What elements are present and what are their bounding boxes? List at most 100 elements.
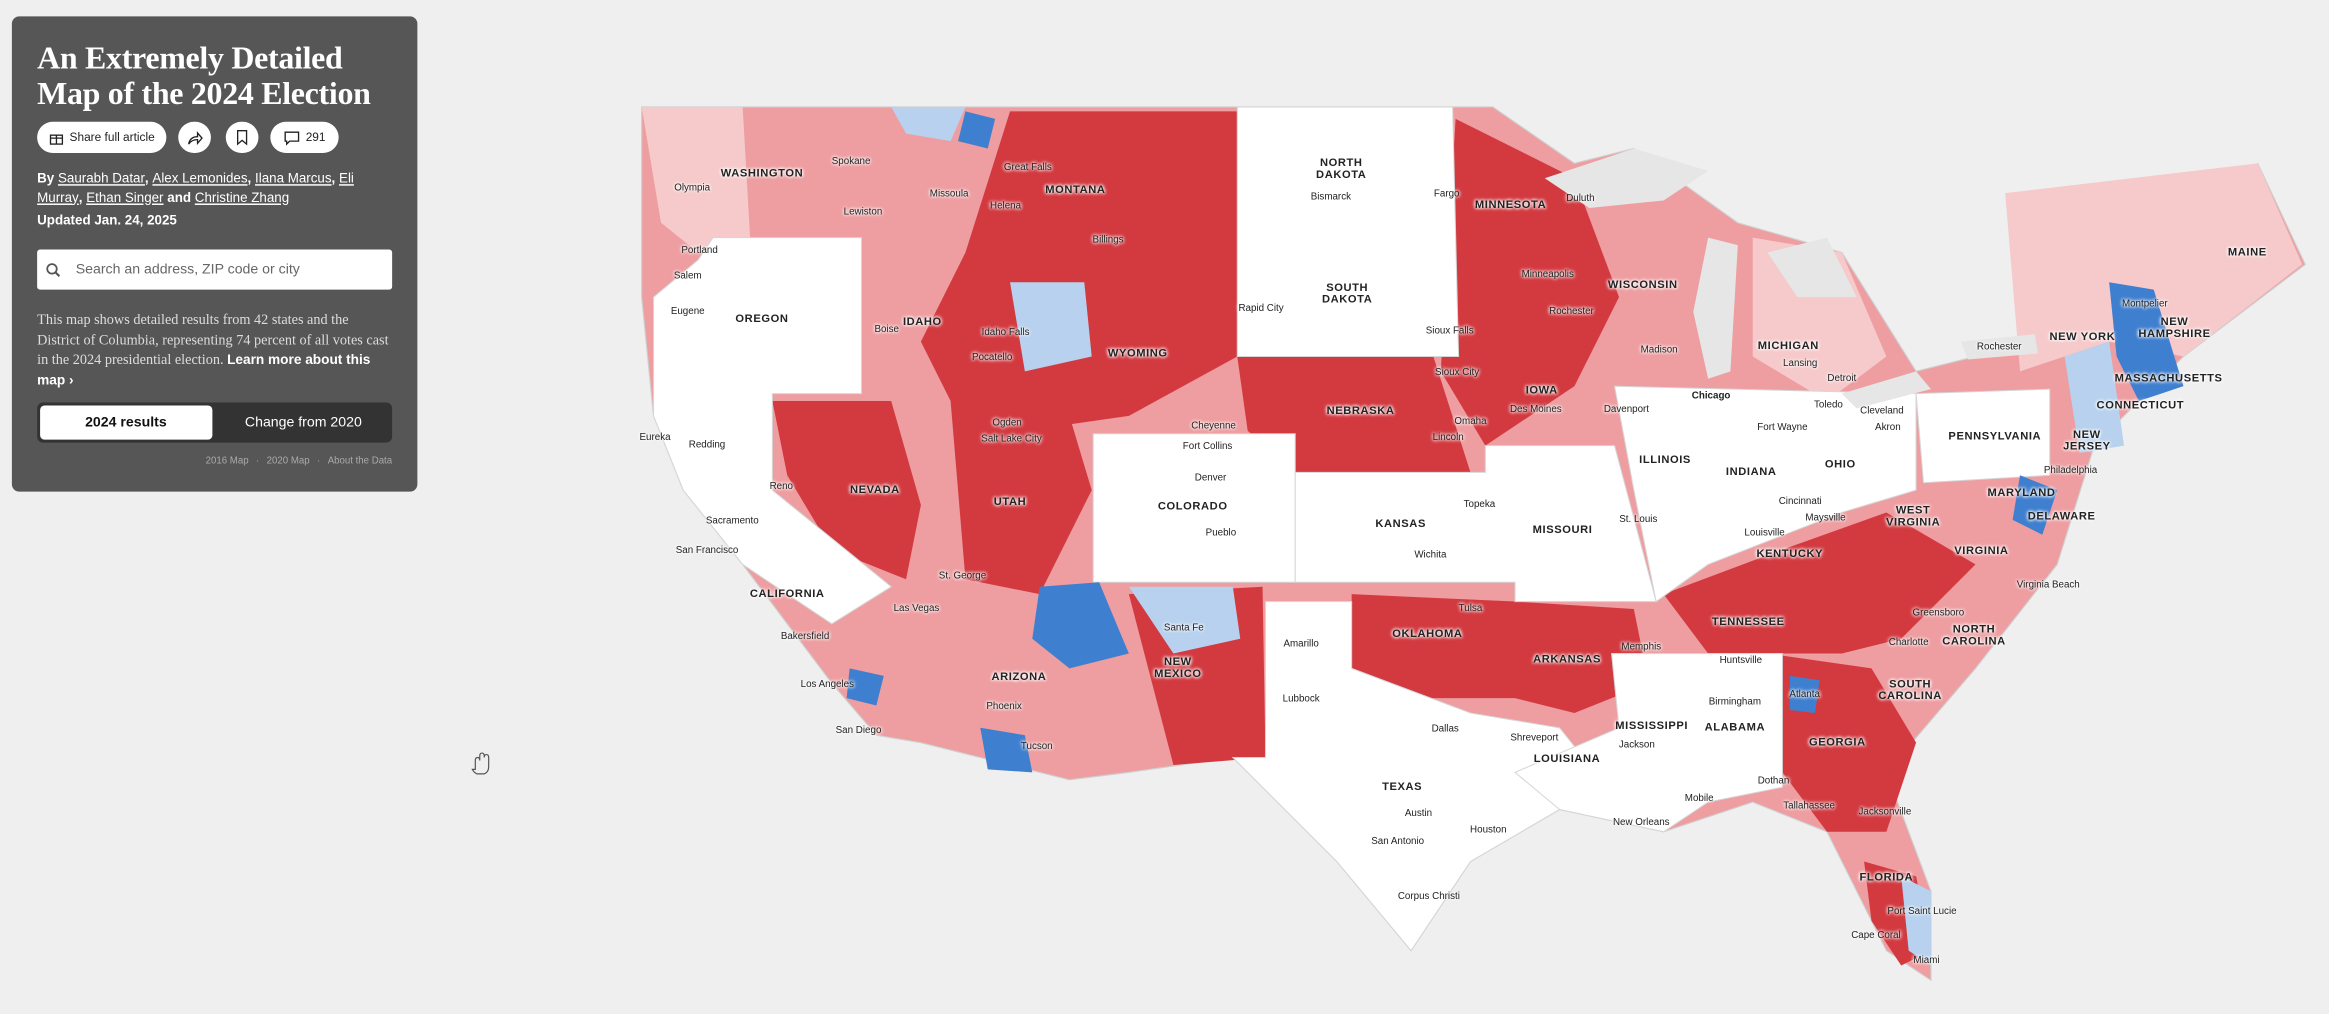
- footer-link[interactable]: About the Data: [327, 455, 393, 467]
- bookmark-button[interactable]: [225, 121, 259, 153]
- gift-icon: [49, 133, 63, 145]
- state-label: KENTUCKY: [1756, 546, 1824, 560]
- city-label: Chicago: [1691, 391, 1731, 402]
- city-label: Jackson: [1618, 740, 1655, 751]
- city-label: San Antonio: [1371, 836, 1425, 848]
- city-label: Duluth: [1566, 193, 1595, 205]
- city-label: Salem: [673, 270, 702, 282]
- state-label: GEORGIA: [1808, 735, 1866, 749]
- city-label: Fort Collins: [1182, 441, 1233, 453]
- city-label: Akron: [1875, 422, 1901, 433]
- share-icon: [187, 130, 203, 145]
- share-button[interactable]: [178, 121, 211, 153]
- comments-button[interactable]: 291: [270, 121, 339, 153]
- footer-separator: ·: [256, 455, 260, 467]
- city-label: Cape Coral: [1851, 930, 1901, 941]
- city-label: Las Vegas: [893, 603, 940, 614]
- city-label: Santa Fe: [1163, 622, 1204, 634]
- byline-prefix: By: [37, 170, 55, 186]
- city-label: San Diego: [835, 725, 882, 736]
- city-label: Greensboro: [1912, 608, 1965, 619]
- author-link[interactable]: Alex Lemonides: [152, 170, 248, 186]
- article-panel: An Extremely Detailed Map of the 2024 El…: [11, 16, 418, 492]
- state-label: MISSOURI: [1532, 522, 1593, 537]
- city-label: New Orleans: [1612, 817, 1670, 828]
- city-label: Cleveland: [1860, 406, 1904, 417]
- city-label: Portland: [681, 245, 718, 257]
- footer-links: 2016 Map · 2020 Map · About the Data: [206, 456, 393, 466]
- share-label: Share full article: [69, 130, 155, 145]
- state-label: NEW JERSEY: [2063, 427, 2111, 454]
- byline-separator: ,: [78, 189, 83, 205]
- state-label: LOUISIANA: [1533, 751, 1601, 765]
- city-label: St. George: [938, 570, 987, 582]
- city-label: Reno: [769, 481, 793, 493]
- author-link[interactable]: Ethan Singer: [86, 189, 164, 205]
- share-article-button[interactable]: Share full article: [37, 121, 167, 153]
- author-link[interactable]: Christine Zhang: [194, 189, 290, 205]
- byline-separator: ,: [247, 170, 252, 186]
- description: This map shows detailed results from 42 …: [37, 310, 393, 390]
- city-label: Louisville: [1744, 527, 1785, 539]
- state-label: MICHIGAN: [1757, 338, 1819, 352]
- city-label: Denver: [1194, 472, 1227, 484]
- state-label: PENNSYLVANIA: [1948, 429, 2042, 443]
- state-label: OKLAHOMA: [1392, 626, 1463, 640]
- city-label: Boise: [874, 324, 899, 335]
- city-label: Austin: [1404, 808, 1433, 819]
- learn-more-link[interactable]: Learn more about this map ›: [37, 352, 371, 387]
- city-label: Lansing: [1783, 358, 1818, 369]
- city-label: Sioux Falls: [1425, 325, 1474, 337]
- result-tabs: 2024 results Change from 2020: [37, 402, 393, 443]
- city-label: Houston: [1470, 824, 1507, 836]
- city-label: Sacramento: [705, 515, 759, 527]
- city-label: Eureka: [639, 432, 671, 444]
- footer-link[interactable]: 2020 Map: [266, 455, 310, 467]
- city-label: Memphis: [1621, 642, 1662, 653]
- city-label: Madison: [1640, 345, 1678, 356]
- city-label: Topeka: [1463, 499, 1496, 511]
- author-link[interactable]: Saurabh Datar: [57, 170, 145, 186]
- city-label: Corpus Christi: [1397, 891, 1460, 903]
- author-link[interactable]: Eli Murray: [37, 170, 354, 205]
- state-label: MAINE: [2227, 244, 2267, 259]
- byline-separator: ,: [144, 170, 149, 186]
- search-icon: [46, 262, 61, 277]
- state-label: NORTH CAROLINA: [1942, 621, 2006, 648]
- city-label: Mobile: [1684, 793, 1714, 805]
- state-label: COLORADO: [1157, 498, 1228, 513]
- search-placeholder: Search an address, ZIP code or city: [75, 261, 300, 278]
- state-label: NEBRASKA: [1326, 403, 1395, 418]
- search-box[interactable]: Search an address, ZIP code or city: [37, 249, 393, 290]
- state-label: SOUTH CAROLINA: [1878, 676, 1942, 703]
- tab-2024-results[interactable]: 2024 results: [40, 405, 212, 440]
- city-label: Philadelphia: [2043, 465, 2098, 476]
- city-label: Salt Lake City: [981, 434, 1042, 445]
- city-label: Jacksonville: [1858, 807, 1912, 818]
- city-label: Rochester: [1976, 342, 2022, 353]
- city-label: Miami: [1913, 955, 1940, 967]
- city-label: Bakersfield: [780, 631, 830, 643]
- state-label: ARKANSAS: [1533, 651, 1601, 666]
- state-label: NEVADA: [849, 482, 900, 496]
- city-label: Lubbock: [1282, 694, 1320, 705]
- state-label: OHIO: [1824, 457, 1856, 471]
- footer-link[interactable]: 2016 Map: [205, 455, 249, 467]
- tab-change-from-2020[interactable]: Change from 2020: [244, 414, 362, 431]
- comment-icon: [284, 130, 299, 145]
- city-label: Detroit: [1827, 373, 1857, 384]
- city-label: Sioux City: [1435, 367, 1480, 378]
- city-label: Los Angeles: [800, 679, 855, 690]
- state-label: FLORIDA: [1859, 870, 1914, 884]
- state-label: ALABAMA: [1704, 720, 1766, 734]
- state-label: WYOMING: [1107, 345, 1168, 360]
- state-label: NEW MEXICO: [1154, 654, 1202, 681]
- state-label: WEST VIRGINIA: [1885, 503, 1941, 529]
- author-link[interactable]: Ilana Marcus: [255, 170, 332, 186]
- city-label: Lewiston: [843, 207, 883, 218]
- city-label: Charlotte: [1888, 637, 1929, 649]
- city-label: Cheyenne: [1191, 420, 1236, 432]
